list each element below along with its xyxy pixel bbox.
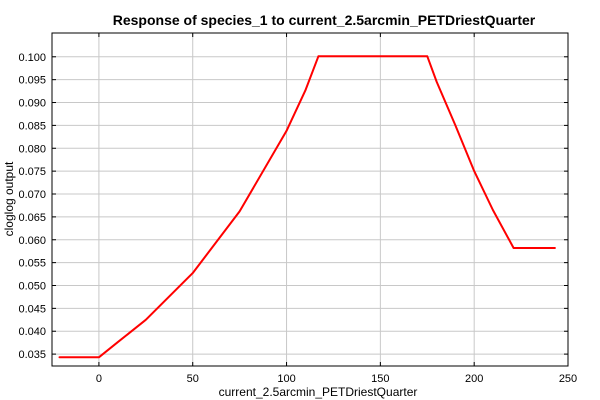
series-line bbox=[58, 55, 556, 359]
y-tick-label: 0.040 bbox=[18, 326, 46, 338]
y-tick-label: 0.035 bbox=[18, 349, 46, 361]
y-axis: 0.035 0.040 0.045 0.050 0.055 0.060 0.065 0.070… bbox=[18, 52, 568, 361]
y-tick-label: 0.090 bbox=[18, 98, 46, 110]
chart-title: Response of species_1 to current_2.5arcm… bbox=[113, 12, 536, 28]
x-tick-label: 0 bbox=[96, 373, 102, 385]
x-tick-label: 100 bbox=[277, 373, 295, 385]
y-tick-label: 0.060 bbox=[18, 235, 46, 247]
x-axis-label: current_2.5arcmin_PETDriestQuarter bbox=[219, 385, 418, 399]
plot-area bbox=[58, 55, 556, 359]
grid bbox=[52, 33, 569, 366]
y-tick-label: 0.055 bbox=[18, 258, 46, 270]
y-tick-label: 0.075 bbox=[18, 166, 46, 178]
plot-frame bbox=[51, 32, 569, 367]
y-axis-label: cloglog output bbox=[2, 161, 16, 236]
x-tick-label: 200 bbox=[465, 373, 483, 385]
x-tick-label: 150 bbox=[371, 373, 389, 385]
y-tick-label: 0.100 bbox=[18, 52, 46, 64]
y-tick-label: 0.095 bbox=[18, 75, 46, 87]
y-tick-label: 0.045 bbox=[18, 303, 46, 315]
x-axis: 0 50 100 150 200 250 bbox=[96, 33, 577, 385]
y-tick-label: 0.070 bbox=[18, 189, 46, 201]
y-tick-label: 0.050 bbox=[18, 280, 46, 292]
y-tick-label: 0.085 bbox=[18, 120, 46, 132]
x-tick-label: 250 bbox=[559, 373, 577, 385]
y-tick-label: 0.080 bbox=[18, 143, 46, 155]
y-tick-label: 0.065 bbox=[18, 212, 46, 224]
x-tick-label: 50 bbox=[187, 373, 199, 385]
